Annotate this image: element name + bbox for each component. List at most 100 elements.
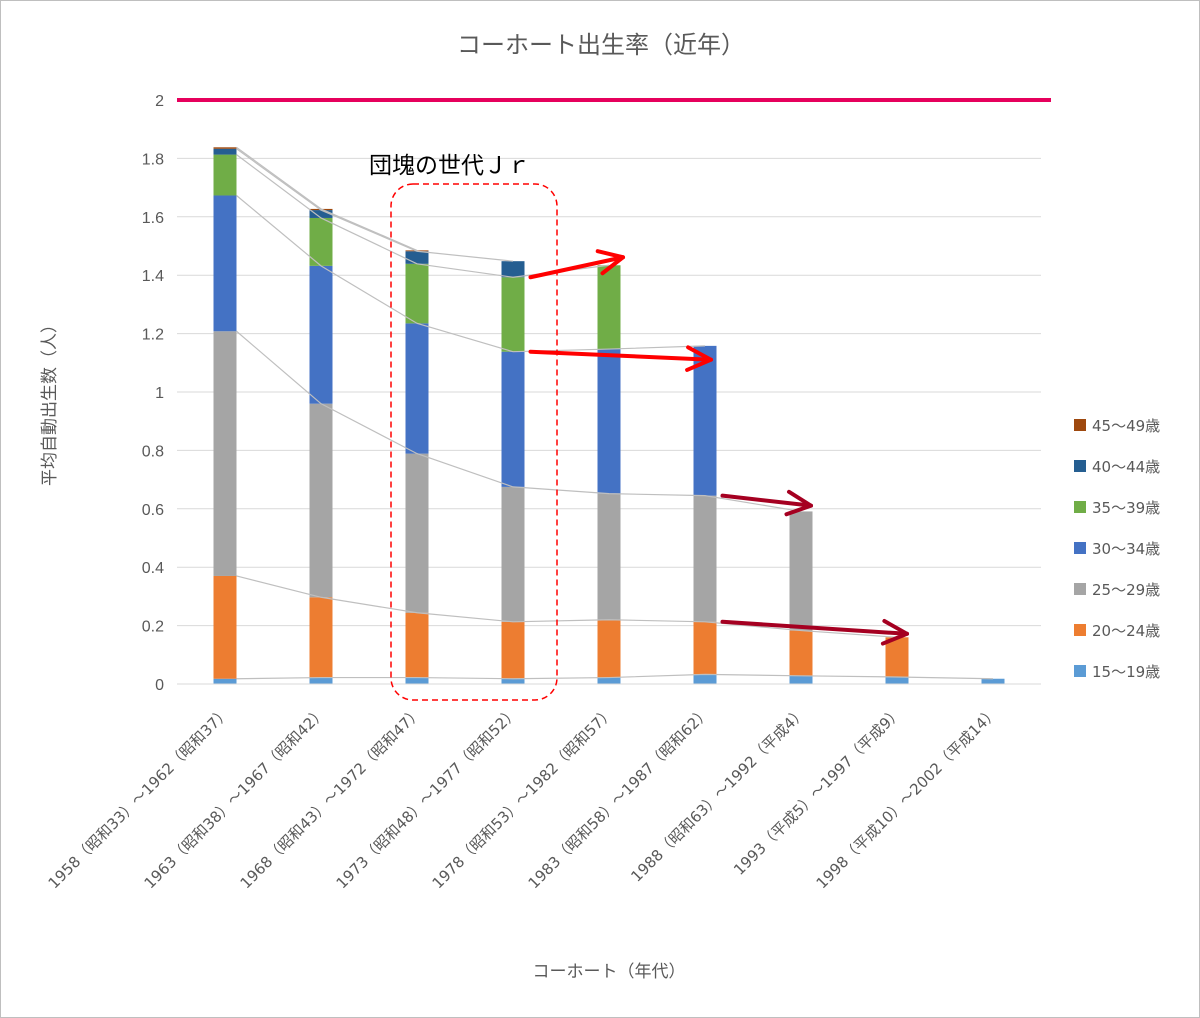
x-tick-label: 1998（平成10）～2002（平成14） (813, 703, 1002, 892)
bar-segment (597, 677, 621, 684)
x-tick-label: 1973（昭和48）～1977（昭和52） (333, 703, 522, 892)
y-tick-label: 0.6 (142, 502, 164, 519)
y-tick-label: 1.2 (142, 327, 164, 344)
y-tick-label: 1 (155, 385, 164, 402)
y-tick-label: 1.8 (142, 151, 164, 168)
bar-segment (981, 678, 1005, 684)
legend-item: 45～49歳 (1074, 417, 1160, 435)
bar-segment (501, 621, 525, 679)
bar-segment (789, 675, 813, 684)
bars (213, 147, 1005, 684)
legend-label: 20～24歳 (1092, 622, 1160, 640)
x-axis-label: コーホート（年代） (533, 962, 686, 982)
legend-swatch (1074, 542, 1086, 554)
legend-item: 30～34歳 (1074, 540, 1160, 558)
bar-segment (213, 678, 237, 684)
connector-line (236, 195, 706, 353)
annotation-box (390, 183, 558, 701)
bar-segment (501, 351, 525, 487)
legend-item: 35～39歳 (1074, 499, 1160, 517)
y-tick-label: 1.4 (142, 268, 164, 285)
bar-segment (789, 511, 813, 631)
legend-label: 45～49歳 (1092, 417, 1160, 435)
legend-label: 25～29歳 (1092, 581, 1160, 599)
bar-segment (405, 677, 429, 684)
bar-segment (405, 251, 429, 264)
y-tick-label: 1.6 (142, 210, 164, 227)
bar-segment (597, 493, 621, 620)
connector-lines (236, 146, 994, 680)
legend-item: 15～19歳 (1074, 663, 1160, 681)
connector-line (236, 148, 514, 262)
bar-segment (405, 323, 429, 454)
bar-segment (309, 677, 333, 684)
y-tick-label: 0 (155, 677, 164, 694)
bar-segment (597, 265, 621, 350)
y-axis-label: 平均自動出生数（人） (40, 316, 60, 486)
connector-line (236, 146, 418, 251)
bar-segment (405, 453, 429, 613)
legend: 45～49歳 40～44歳 35～39歳 30～34歳 25～29歳 20～24歳 15～1… (1074, 417, 1160, 681)
y-tick-label: 0.8 (142, 443, 164, 460)
bar-segment (213, 154, 237, 196)
legend-swatch (1074, 624, 1086, 636)
chart-title: コーホート出生率（近年） (457, 31, 745, 59)
bar-segment (501, 261, 525, 278)
x-tick-label: 1993（平成5）～1997（平成9） (730, 703, 906, 879)
y-tick-label: 2 (155, 93, 164, 110)
bar-segment (309, 217, 333, 266)
trend-arrow (720, 618, 909, 646)
trend-arrow (720, 489, 813, 517)
bar-segment (405, 263, 429, 324)
bar-segment (789, 630, 813, 676)
y-axis-ticks: 0 0.2 0.4 0.6 0.8 1 1.2 1.4 1.6 1.8 2 (142, 93, 164, 694)
legend-item: 25～29歳 (1074, 581, 1160, 599)
legend-label: 35～39歳 (1092, 499, 1160, 517)
bar-segment (309, 210, 333, 218)
bar-segment (693, 621, 717, 675)
legend-label: 30～34歳 (1092, 540, 1160, 558)
x-tick-label: 1983（昭和58）～1987（昭和62） (525, 703, 714, 892)
bar-segment (501, 678, 525, 684)
legend-item: 20～24歳 (1074, 622, 1160, 640)
legend-label: 40～44歳 (1092, 458, 1160, 476)
bar-segment (213, 331, 237, 576)
bar-segment (501, 486, 525, 622)
legend-label: 15～19歳 (1092, 663, 1160, 681)
bar-segment (213, 147, 237, 149)
trend-arrow (528, 345, 713, 372)
arrows (528, 249, 909, 646)
legend-swatch (1074, 583, 1086, 595)
legend-swatch (1074, 419, 1086, 431)
x-tick-label: 1958（昭和33）～1962（昭和37） (45, 703, 234, 892)
legend-swatch (1074, 460, 1086, 472)
bar-segment (693, 345, 717, 496)
bar-segment (597, 619, 621, 678)
bar-segment (885, 637, 909, 677)
trend-arrow (528, 249, 625, 280)
bar-segment (309, 265, 333, 404)
x-axis-ticks: 1958（昭和33）～1962（昭和37）1963（昭和38）～1967（昭和4… (45, 703, 1002, 892)
legend-swatch (1074, 665, 1086, 677)
x-tick-label: 1988（昭和63）～1992（平成4） (627, 703, 809, 885)
bar-segment (213, 148, 237, 155)
bar-segment (693, 674, 717, 684)
bar-segment (693, 495, 717, 622)
connector-line (236, 330, 802, 513)
bar-segment (213, 575, 237, 679)
y-tick-label: 0.4 (142, 560, 164, 577)
annotation-label: 団塊の世代Ｊｒ (369, 153, 530, 179)
bar-segment (309, 597, 333, 678)
x-tick-label: 1963（昭和38）～1967（昭和42） (141, 703, 330, 892)
x-tick-label: 1978（昭和53）～1982（昭和57） (429, 703, 618, 892)
bar-segment (885, 676, 909, 684)
bar-segment (213, 195, 237, 332)
connector-line (236, 673, 994, 680)
bar-segment (405, 612, 429, 678)
bar-segment (501, 277, 525, 352)
legend-swatch (1074, 501, 1086, 513)
legend-item: 40～44歳 (1074, 458, 1160, 476)
y-tick-label: 0.2 (142, 619, 164, 636)
bar-segment (309, 403, 333, 598)
